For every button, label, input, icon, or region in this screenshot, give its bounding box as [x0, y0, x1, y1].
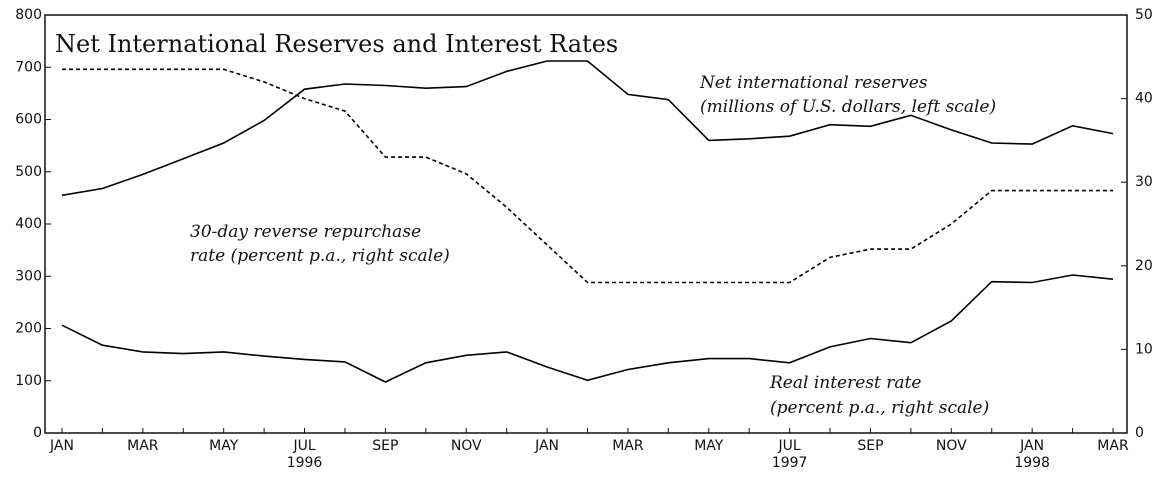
x-tick-label: JAN — [49, 438, 74, 454]
x-tick-label: MAR — [1097, 438, 1129, 454]
annotation: (percent p.a., right scale) — [770, 398, 989, 418]
annotation: rate (percent p.a., right scale) — [190, 246, 450, 266]
year-label: 1998 — [1014, 455, 1050, 471]
annotation: Net international reserves — [699, 73, 928, 93]
x-tick-label: MAY — [209, 438, 239, 454]
y-tick-label: 100 — [15, 373, 42, 389]
y2-tick-label: 30 — [1135, 174, 1153, 190]
x-tick-label: NOV — [936, 438, 967, 454]
annotation: (millions of U.S. dollars, left scale) — [700, 97, 996, 117]
y-tick-label: 300 — [15, 268, 42, 284]
y-tick-label: 700 — [15, 59, 42, 75]
annotation: 30-day reverse repurchase — [190, 222, 421, 242]
y-tick-label: 500 — [15, 164, 42, 180]
x-tick-label: JUL — [778, 438, 801, 454]
y2-tick-label: 50 — [1135, 7, 1153, 23]
x-tick-label: JUL — [292, 438, 315, 454]
x-tick-label: JAN — [534, 438, 559, 454]
chart-title: Net International Reserves and Interest … — [55, 30, 618, 58]
y-tick-label: 0 — [33, 425, 42, 441]
annotation: Real interest rate — [769, 373, 921, 393]
x-tick-label: MAY — [694, 438, 724, 454]
series-line — [62, 68, 1113, 284]
y2-tick-label: 20 — [1135, 258, 1153, 274]
x-tick-label: NOV — [451, 438, 482, 454]
y-tick-label: 200 — [15, 321, 42, 337]
year-label: 1996 — [287, 455, 323, 471]
y-tick-label: 400 — [15, 216, 42, 232]
y-tick-label: 600 — [15, 112, 42, 128]
series-line — [61, 274, 1114, 383]
y2-tick-label: 40 — [1135, 91, 1153, 107]
x-tick-label: MAR — [612, 438, 644, 454]
series-line — [61, 60, 1114, 197]
y2-tick-label: 0 — [1135, 425, 1144, 441]
y-tick-label: 800 — [15, 7, 42, 23]
x-tick-label: JAN — [1019, 438, 1044, 454]
year-label: 1997 — [772, 455, 808, 471]
y2-tick-label: 10 — [1135, 341, 1153, 357]
x-tick-label: MAR — [127, 438, 159, 454]
x-tick-label: SEP — [857, 438, 883, 454]
x-tick-label: SEP — [372, 438, 398, 454]
